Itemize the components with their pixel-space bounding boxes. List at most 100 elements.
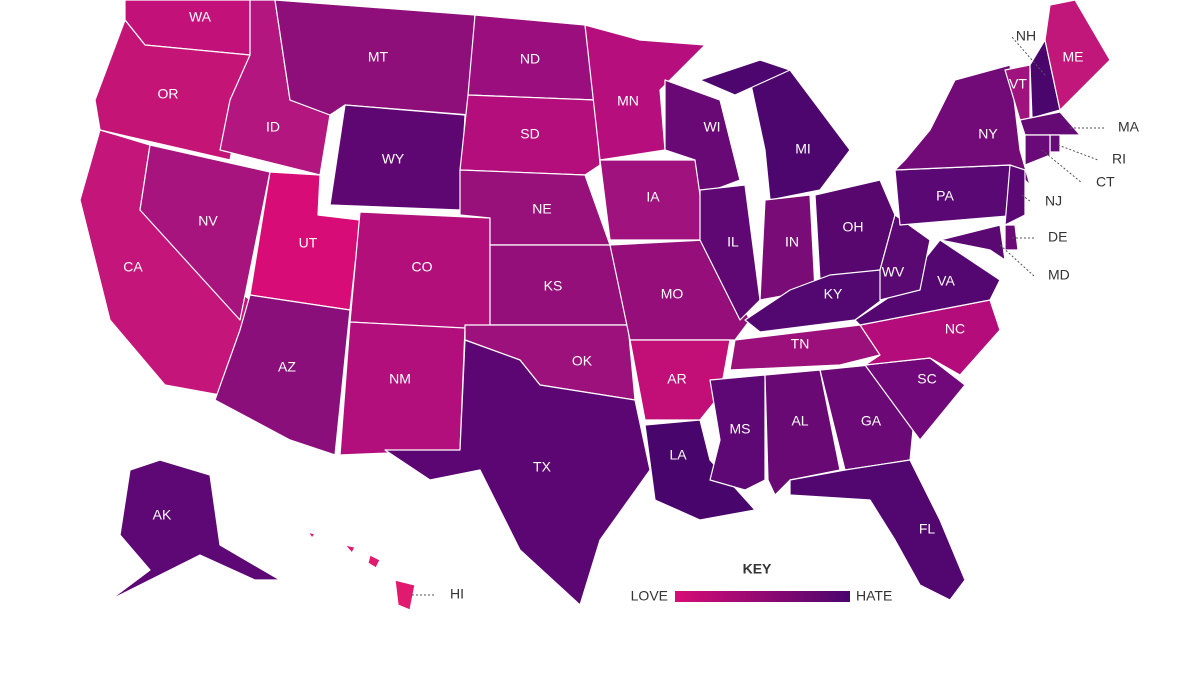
key-high: HATE — [856, 588, 892, 604]
state: MN — [584, 24, 706, 161]
state-label: CA — [123, 259, 143, 275]
state-label: NJ — [1045, 193, 1062, 209]
state: CO — [349, 211, 491, 331]
state-shape — [109, 459, 281, 601]
state-label: UT — [299, 235, 318, 251]
state-shape — [214, 294, 351, 456]
state-label: MN — [617, 93, 639, 109]
state-shape — [644, 419, 756, 521]
leader-line — [1057, 144, 1099, 161]
state-label: MS — [730, 421, 751, 437]
state-label: MI — [795, 141, 811, 157]
state: FL — [789, 459, 966, 601]
state: NH — [1011, 28, 1061, 119]
state-shape — [879, 214, 931, 301]
state-label: CO — [412, 259, 433, 275]
state-label: TX — [533, 459, 552, 475]
state-label: AK — [153, 507, 172, 523]
state-label: DE — [1048, 229, 1067, 245]
state: AZ — [214, 294, 351, 456]
state: PA — [894, 164, 1021, 226]
states: WA OR CA ID NV UT AZ MT WY CO NM ND SD NE KS OK TX MN IA MO… — [79, 0, 1140, 611]
state: ME — [1044, 0, 1111, 111]
state-label: OK — [572, 353, 593, 369]
state-shape — [1019, 111, 1081, 136]
state-label: HI — [450, 586, 464, 602]
state-shape — [629, 339, 731, 421]
state-shape — [1049, 134, 1061, 153]
state: NY — [894, 64, 1031, 186]
state-shape — [1024, 134, 1051, 166]
state: RI — [1049, 134, 1126, 167]
state-shape — [367, 554, 381, 569]
state: AK — [109, 459, 281, 601]
state-label: PA — [936, 188, 954, 204]
state: HI — [307, 531, 464, 611]
state-label: MO — [661, 286, 684, 302]
state: IA — [599, 159, 716, 241]
state: CT — [1024, 134, 1115, 190]
state: WY — [329, 104, 466, 211]
state-label: RI — [1112, 151, 1126, 167]
state-shape — [339, 321, 466, 456]
state-label: MD — [1048, 267, 1070, 283]
state-label: WI — [703, 119, 720, 135]
state-label: ME — [1063, 49, 1084, 65]
state-shape — [749, 69, 851, 201]
state: NM — [339, 321, 466, 456]
state-label: VT — [1009, 76, 1027, 92]
state: SD — [459, 94, 601, 176]
state-label: CT — [1096, 174, 1115, 190]
leader-line — [1021, 194, 1032, 203]
state-shape — [344, 544, 356, 554]
state-shape — [789, 459, 966, 601]
state: OH — [814, 179, 896, 281]
key-low: LOVE — [631, 588, 668, 604]
state: WV — [879, 214, 931, 301]
state-label: NV — [198, 213, 218, 229]
state-label: NC — [945, 321, 965, 337]
state-label: ND — [520, 51, 540, 67]
key-gradient — [675, 591, 850, 602]
state: NE — [459, 169, 611, 246]
state-label: OR — [158, 86, 179, 102]
state: MD — [939, 224, 1070, 283]
leader-line — [1041, 149, 1083, 184]
state-label: IL — [727, 234, 739, 250]
state-label: TN — [791, 336, 810, 352]
state: MT — [274, 0, 476, 116]
state-shape — [699, 59, 791, 96]
state-label: AL — [791, 413, 808, 429]
state: LA — [644, 419, 756, 521]
state: KS — [489, 244, 629, 326]
state: NJ — [1004, 164, 1062, 226]
state-label: OH — [843, 219, 864, 235]
state-label: IN — [785, 234, 799, 250]
state: MA — [1019, 111, 1140, 136]
state-label: GA — [861, 413, 882, 429]
state-shape — [1004, 164, 1026, 226]
state-label: ID — [266, 119, 280, 135]
state-label: AZ — [278, 359, 296, 375]
key: KEY LOVE HATE — [631, 561, 893, 604]
state-label: KS — [544, 278, 563, 294]
state: VT — [1004, 64, 1031, 121]
state: NV — [139, 144, 271, 321]
state-label: MA — [1118, 119, 1140, 135]
state-label: NM — [389, 371, 411, 387]
state-shape — [459, 94, 601, 176]
state: VA — [854, 239, 1001, 326]
leader-line — [1011, 36, 1046, 76]
state: MI — [699, 59, 851, 201]
state: MS — [709, 374, 766, 491]
state: AL — [764, 369, 841, 496]
state: ND — [467, 14, 596, 101]
state-label: WV — [882, 264, 905, 280]
state-label: NY — [978, 126, 998, 142]
state: DE — [1004, 224, 1067, 251]
state-shape — [699, 184, 761, 321]
state: IL — [699, 184, 761, 321]
state-shape — [394, 579, 416, 611]
state-label: VA — [937, 273, 955, 289]
state-label: LA — [669, 447, 687, 463]
